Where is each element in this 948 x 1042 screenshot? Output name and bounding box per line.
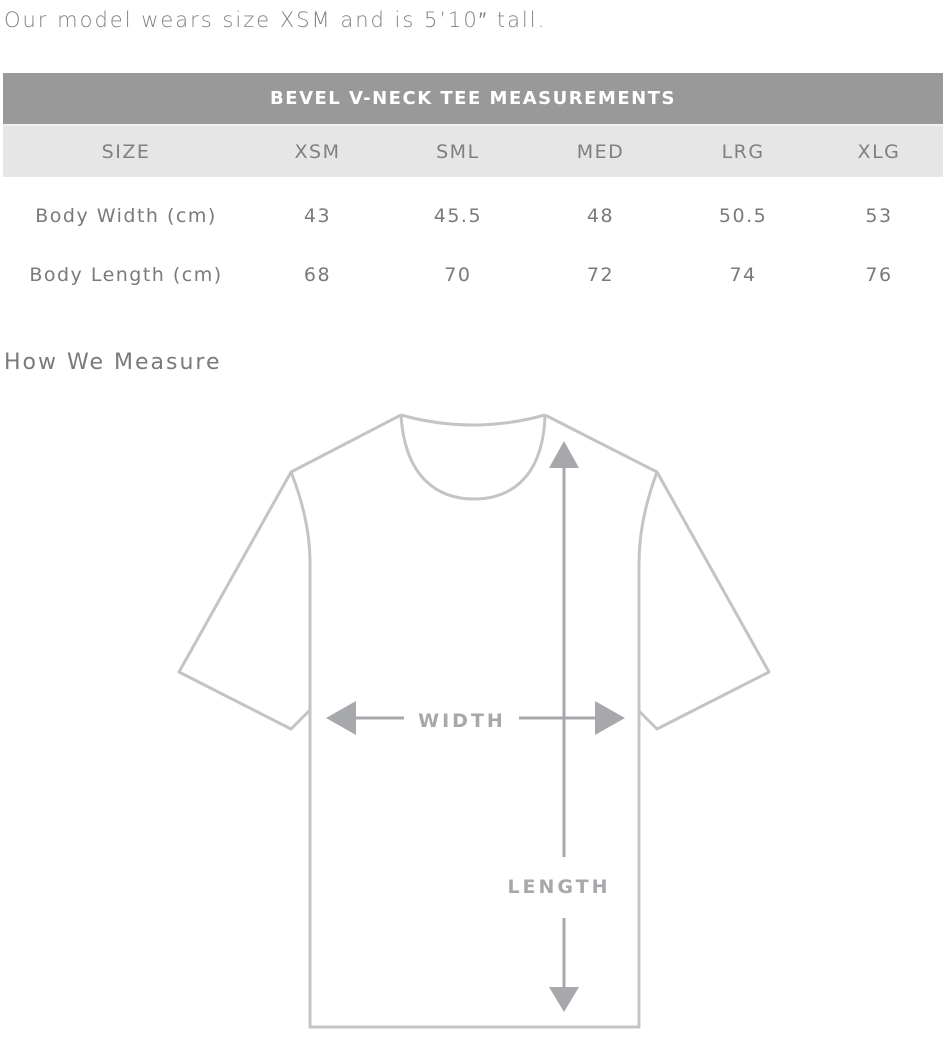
measurements-table: BEVEL V-NECK TEE MEASUREMENTS SIZE XSM S… xyxy=(3,73,943,307)
cell: 53 xyxy=(865,205,893,227)
width-arrow-left-icon xyxy=(326,701,356,735)
cell: 48 xyxy=(586,205,615,227)
row-label: Body Width (cm) xyxy=(35,205,217,227)
neckline-back xyxy=(400,413,546,427)
header-sml: SML xyxy=(386,125,530,177)
width-label: WIDTH xyxy=(418,710,506,732)
cell: 76 xyxy=(865,263,893,286)
header-med: MED xyxy=(529,125,672,177)
header-xlg: XLG xyxy=(814,125,943,177)
length-arrow-down-icon xyxy=(549,987,579,1012)
table-row: Body Length (cm) 68 70 72 74 76 xyxy=(3,242,943,307)
table-title: BEVEL V-NECK TEE MEASUREMENTS xyxy=(3,73,943,126)
arrows xyxy=(326,441,625,1012)
how-we-measure-title: How We Measure xyxy=(4,350,222,375)
header-lrg: LRG xyxy=(671,125,815,177)
header-xsm: XSM xyxy=(249,125,387,177)
length-label: LENGTH xyxy=(507,876,610,898)
table-row: Body Width (cm) 43 45.5 48 50.5 53 xyxy=(3,177,943,242)
cell: 43 xyxy=(303,205,332,227)
cell: 70 xyxy=(444,263,472,286)
neckline-front xyxy=(399,414,547,501)
row-label: Body Length (cm) xyxy=(29,263,223,286)
tshirt-outline xyxy=(177,413,771,1029)
cell: 74 xyxy=(729,263,757,286)
width-arrow-right-icon xyxy=(595,701,625,735)
cell: 50.5 xyxy=(718,205,768,227)
length-arrow-up-icon xyxy=(549,441,579,468)
left-sleeve xyxy=(177,413,402,731)
model-size-note: Our model wears size XSM and is 5’10″ ta… xyxy=(4,8,547,32)
cell: 45.5 xyxy=(433,205,483,227)
body xyxy=(289,471,659,1029)
table-header-row: SIZE XSM SML MED LRG XLG xyxy=(3,125,943,177)
cell: 68 xyxy=(303,263,332,286)
right-sleeve xyxy=(544,413,771,731)
cell: 72 xyxy=(586,263,615,286)
header-size: SIZE xyxy=(3,125,249,177)
